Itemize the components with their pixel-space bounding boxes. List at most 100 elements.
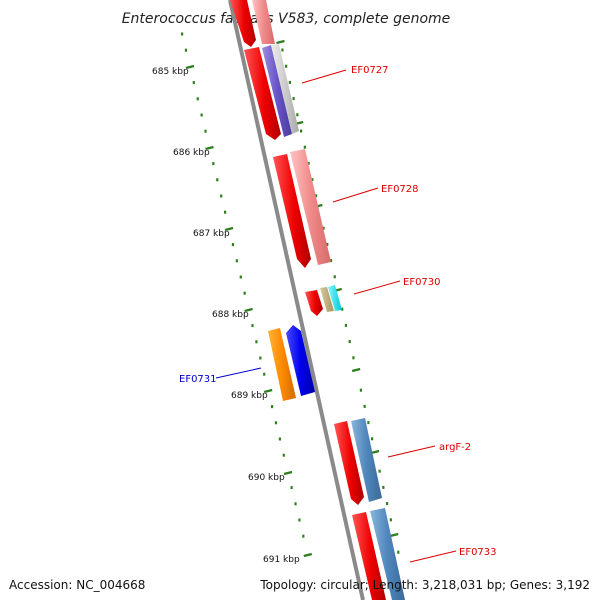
map-title: Enterococcus faecalis V583, complete gen… (122, 11, 451, 27)
cds-ef0731-orange[interactable] (268, 328, 296, 401)
cds-argf2-red[interactable] (334, 421, 364, 505)
ruler-minor-tick (200, 113, 203, 117)
guide-minor-tick (382, 485, 385, 489)
ruler-minor-tick (216, 178, 219, 182)
ruler-major-tick (283, 470, 293, 476)
ruler-minor-tick (231, 243, 235, 247)
guide-minor-tick (329, 259, 333, 263)
tick-label-686: 686 kbp (173, 148, 210, 158)
tick-label-688: 688 kbp (212, 310, 249, 320)
gene-label-ef0730[interactable]: EF0730 (403, 277, 441, 288)
ruler (180, 32, 313, 558)
ruler-minor-tick (302, 534, 305, 538)
guide-minor-tick (288, 80, 291, 84)
topology-text: Topology: circular; Length: 3,218,031 bp… (260, 578, 590, 592)
ruler-major-tick (244, 307, 253, 313)
ruler-minor-tick (270, 405, 274, 409)
guide-major-tick (389, 532, 399, 538)
ruler-minor-tick (263, 372, 266, 376)
gene-label-ef0733[interactable]: EF0733 (459, 547, 497, 558)
gene-label-ef0728[interactable]: EF0728 (381, 184, 419, 195)
ruler-major-tick (185, 64, 195, 70)
guide-major-tick (351, 367, 361, 373)
guide-minor-tick (389, 518, 392, 522)
guide-minor-tick (296, 113, 299, 117)
ruler-minor-tick (278, 437, 281, 441)
tick-label-685: 685 kbp (152, 67, 189, 77)
guide-minor-tick (307, 161, 310, 165)
cds-ef0733-steel[interactable] (370, 508, 405, 600)
ruler-minor-tick (224, 210, 227, 214)
ruler-minor-tick (212, 162, 215, 166)
ruler-minor-tick (192, 81, 195, 85)
guide-minor-tick (326, 242, 329, 246)
ruler-minor-tick (184, 48, 188, 52)
guide-minor-tick (281, 48, 284, 52)
cds-ef0728-red[interactable] (273, 154, 311, 268)
gene-label-ef0731[interactable]: EF0731 (179, 374, 217, 385)
gene-label-ef0727[interactable]: EF0727 (351, 65, 389, 76)
feature-track (230, 0, 405, 600)
label-leaders (215, 69, 457, 563)
ruler-minor-tick (196, 97, 199, 101)
guide-major-tick (276, 39, 285, 45)
tick-label-687: 687 kbp (193, 229, 230, 239)
ruler-minor-tick (235, 259, 238, 263)
tick-label-690: 690 kbp (248, 473, 285, 483)
guide-minor-tick (385, 502, 389, 506)
guide-minor-tick (363, 404, 366, 408)
tick-label-691: 691 kbp (263, 555, 300, 565)
guide-minor-tick (397, 550, 400, 554)
guide-minor-tick (378, 469, 381, 473)
ruler-major-tick (303, 552, 313, 558)
guide-minor-tick (303, 145, 306, 149)
cds-ef0727-red[interactable] (244, 47, 281, 140)
guide-minor-tick (300, 129, 303, 133)
ruler-minor-tick (251, 324, 254, 328)
ruler-major-tick (263, 388, 273, 394)
ruler-minor-tick (204, 129, 207, 133)
accession-text: Accession: NC_004668 (9, 578, 146, 592)
ruler-minor-tick (282, 453, 285, 457)
guide-minor-tick (341, 307, 344, 311)
guide-minor-tick (314, 194, 318, 198)
ruler-minor-tick (255, 340, 258, 344)
cds-ef0728-pink[interactable] (290, 149, 331, 265)
ruler-minor-tick (220, 194, 223, 198)
ruler-minor-tick (243, 291, 246, 295)
genome-backbone (228, 0, 365, 600)
outer-guide (276, 39, 400, 554)
ruler-minor-tick (180, 32, 184, 36)
guide-minor-tick (285, 64, 288, 68)
guide-minor-tick (333, 275, 336, 279)
cds-ef0733-red[interactable] (352, 512, 386, 600)
guide-minor-tick (322, 226, 325, 230)
cds-feature-top-red[interactable] (230, 0, 256, 47)
guide-major-tick (370, 449, 380, 455)
guide-minor-tick (367, 421, 370, 425)
ruler-minor-tick (298, 518, 301, 522)
guide-minor-tick (352, 356, 355, 360)
ruler-minor-tick (259, 356, 262, 360)
guide-minor-tick (292, 97, 295, 101)
cds-ef0730-red[interactable] (305, 290, 323, 316)
guide-minor-tick (359, 388, 363, 392)
ruler-major-tick (205, 145, 214, 151)
guide-minor-tick (311, 178, 314, 182)
ruler-minor-tick (239, 275, 242, 279)
guide-minor-tick (348, 340, 351, 344)
cds-ef0727-purple[interactable] (262, 45, 292, 137)
cds-ef0730-cyan[interactable] (328, 285, 342, 311)
cds-ef0727-gray[interactable] (271, 44, 299, 134)
tick-label-689: 689 kbp (231, 391, 268, 401)
cds-feature-top-pink[interactable] (252, 0, 275, 44)
ruler-minor-tick (274, 421, 278, 425)
ruler-minor-tick (290, 486, 293, 490)
ruler-major-tick (224, 226, 234, 232)
cds-ef0731-blue[interactable] (286, 325, 315, 396)
cds-argf2-steel[interactable] (351, 418, 382, 502)
ruler-minor-tick (294, 502, 297, 506)
gene-label-argf-2[interactable]: argF-2 (439, 442, 471, 453)
cds-ef0730-tan[interactable] (320, 287, 334, 312)
